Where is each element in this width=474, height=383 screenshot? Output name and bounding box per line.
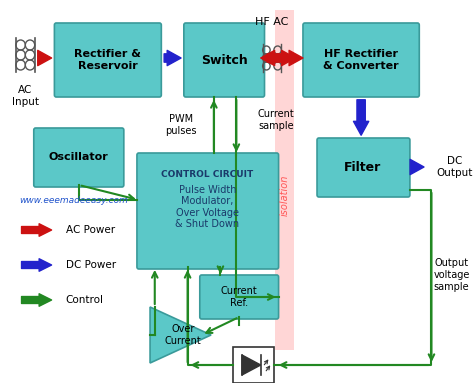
Text: isolation: isolation (279, 174, 289, 216)
FancyBboxPatch shape (55, 23, 161, 97)
Text: AC
Input: AC Input (12, 85, 39, 106)
Text: Rectifier &
Reservoir: Rectifier & Reservoir (74, 49, 141, 71)
Polygon shape (150, 307, 211, 363)
Bar (275, 10, 293, 350)
FancyBboxPatch shape (317, 138, 410, 197)
Text: Over
Current: Over Current (164, 324, 201, 346)
FancyBboxPatch shape (184, 23, 264, 97)
Text: PWM
pulses: PWM pulses (165, 114, 197, 136)
Text: DC
Output: DC Output (436, 156, 473, 178)
Text: Filter: Filter (345, 160, 382, 173)
Text: Control: Control (66, 295, 104, 305)
Text: Current
Ref.: Current Ref. (221, 286, 257, 308)
Text: DC Power: DC Power (66, 260, 116, 270)
FancyBboxPatch shape (34, 128, 124, 187)
FancyBboxPatch shape (137, 153, 279, 269)
Text: Oscillator: Oscillator (49, 152, 109, 162)
Text: HF AC: HF AC (255, 17, 289, 27)
FancyBboxPatch shape (303, 23, 419, 97)
Polygon shape (242, 355, 261, 375)
Text: Pulse Width
Modulator,
Over Voltage
& Shut Down: Pulse Width Modulator, Over Voltage & Sh… (175, 185, 239, 229)
Text: Switch: Switch (201, 54, 247, 67)
Text: HF Rectifier
& Converter: HF Rectifier & Converter (323, 49, 399, 71)
Text: CONTROL CIRCUIT: CONTROL CIRCUIT (161, 170, 254, 178)
Text: Current
sample: Current sample (258, 109, 295, 131)
Text: Output
voltage
sample: Output voltage sample (433, 259, 470, 291)
Bar (233, 347, 274, 383)
Text: www.eeemadeeasy.com: www.eeemadeeasy.com (19, 195, 128, 205)
FancyBboxPatch shape (200, 275, 279, 319)
Text: AC Power: AC Power (66, 225, 115, 235)
